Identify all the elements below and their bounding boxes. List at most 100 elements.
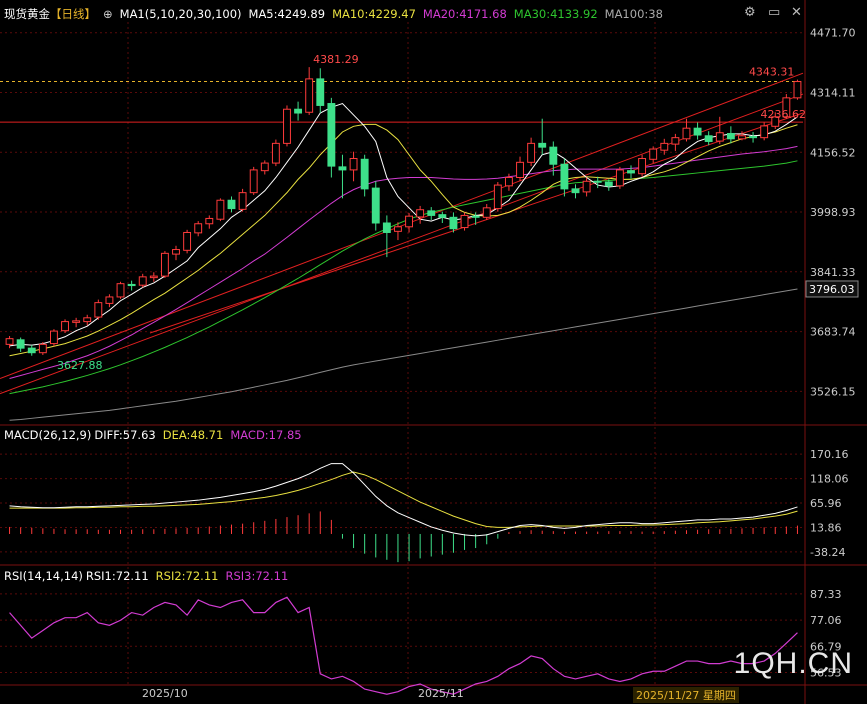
rsi-header: RSI(14,14,14) RSI1:72.11 RSI2:72.11 RSI3:72… [4,569,295,583]
candle-body [149,275,158,279]
settings-icon[interactable]: ⚙ [744,5,756,20]
candle-body [16,339,25,349]
ma20-value: MA20:4171.68 [422,7,507,21]
annotation-level: 4236.62 [761,108,807,121]
macd-value: MACD:17.85 [230,428,302,442]
macd-title: MACD(26,12,9) [4,428,92,442]
candle-body [504,176,513,187]
x-cursor-label: 2025/11/27 星期四 [633,687,739,703]
candle-body [394,226,402,232]
rsi-tick-label: 77.06 [810,614,842,627]
candle-body [49,330,58,345]
candle-body [582,180,591,193]
macd-tick-label: 170.16 [810,448,849,461]
candle-body [782,97,791,118]
candle-body [194,223,203,234]
diff-line [9,463,798,537]
macd-tick-label: -38.24 [810,546,845,559]
price-tick-label: 4471.70 [810,27,856,40]
dea-line [9,471,798,528]
ma100-line [9,288,798,421]
candle-body [205,217,214,225]
candle-body [5,338,14,345]
x-label-nov: 2025/11 [418,687,464,700]
candle-body [38,343,47,354]
rsi2-value: RSI2:72.11 [155,569,219,583]
macd-tick-label: 65.96 [810,497,842,510]
candle-body [638,158,647,175]
candle-body [83,317,92,323]
price-tick-label: 3841.33 [810,266,856,279]
price-tick-label: 3998.93 [810,206,856,219]
candle-body [438,214,447,218]
candle-body [183,231,192,251]
price-tick-label: 4156.52 [810,146,856,159]
candle-body [771,116,780,127]
candle-body [671,137,680,145]
candle-body [172,249,180,255]
rsi-title: RSI(14,14,14) [4,569,83,583]
candle-body [482,207,491,218]
ma100-value: MA100:38 [604,7,663,21]
candle-body [604,181,613,187]
rsi-tick-label: 56.53 [810,666,842,679]
candle-body [238,192,247,210]
rsi1-value: RSI1:72.11 [85,569,149,583]
price-tick-label: 3683.74 [810,326,856,339]
candle-body [27,347,36,354]
ma10-line [9,123,798,357]
candle-body [349,158,358,171]
candle-body [360,158,369,190]
candle-body [538,142,547,148]
candle-body [327,103,336,167]
period-label[interactable]: 【日线】 [50,7,96,21]
candle-body [127,283,136,287]
current-price-box [805,280,859,298]
macd-dea: DEA:48.71 [162,428,224,442]
candle-body [216,199,225,220]
x-label-oct: 2025/10 [142,687,188,700]
candle-body [460,214,469,229]
candle-body [449,216,458,230]
candle-body [571,188,580,194]
candle-body [371,187,380,224]
candle-body [138,276,147,286]
ma10-value: MA10:4229.47 [332,7,416,21]
minimize-icon[interactable]: ▭ [768,5,781,20]
macd-tick-label: 13.86 [810,521,842,534]
candle-body [260,162,269,172]
candle-body [283,108,291,144]
channel-upper-line [0,72,804,379]
trend-line-lower [149,112,804,334]
candle-body [593,180,602,183]
target-icon[interactable]: ⊕ [103,7,113,21]
candle-body [682,127,691,140]
symbol-name: 现货黄金 [4,7,50,21]
close-icon[interactable]: ✕ [791,5,802,20]
candle-body [72,320,81,323]
candle-body [105,296,114,304]
candle-body [271,142,280,164]
candle-body [338,166,347,171]
current-price-label: 3796.03 [809,283,855,296]
candle-body [416,209,425,218]
rsi-line [9,596,798,695]
candle-body [660,142,669,151]
candle-body [704,135,713,142]
macd-diff: DIFF:57.63 [94,428,156,442]
candle-body [227,199,236,210]
candle-body [627,170,635,174]
watermark: 1QH.CN [733,647,853,680]
candle-body [726,132,735,140]
candle-body [749,136,758,139]
candle-body [549,146,558,165]
candle-body [382,222,391,233]
candle-body [471,215,480,218]
candle-body [116,283,125,298]
macd-header: MACD(26,12,9) DIFF:57.63 DEA:48.71 MACD:17.… [4,428,309,442]
ma30-line [9,160,798,395]
main-header: 现货黄金【日线】 ⊕ MA1(5,10,20,30,100) MA5:4249.89 M… [4,6,670,22]
annotation-high: 4381.29 [313,53,359,66]
